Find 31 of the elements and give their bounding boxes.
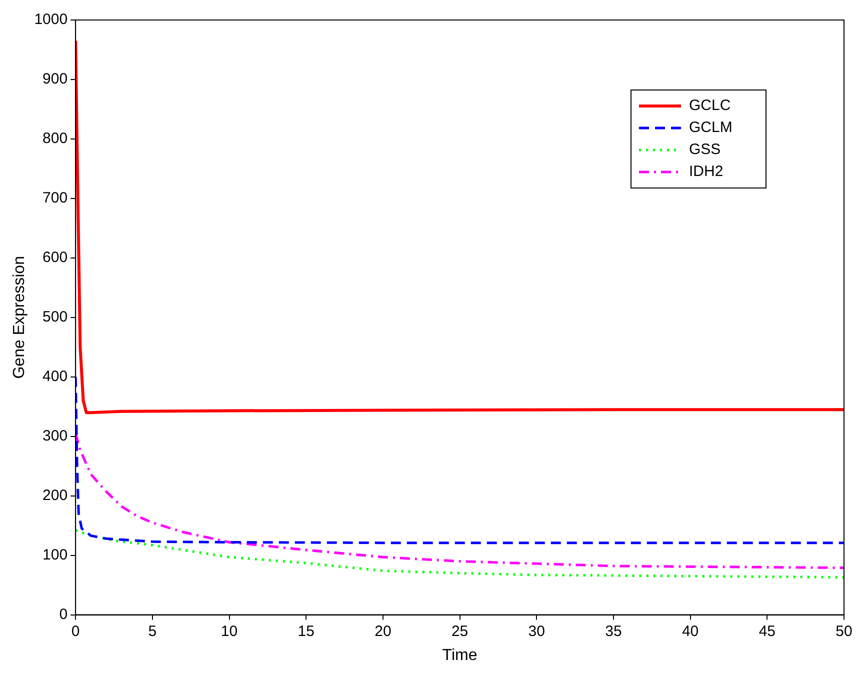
x-tick-label: 25 xyxy=(451,622,468,640)
x-tick-label: 50 xyxy=(836,622,852,640)
y-tick-label: 700 xyxy=(42,190,68,207)
y-tick-label: 500 xyxy=(42,308,68,326)
y-tick-label: 800 xyxy=(42,130,68,148)
line-series xyxy=(76,529,844,579)
x-tick-label: 30 xyxy=(528,622,545,640)
x-tick-label: 20 xyxy=(374,622,392,640)
line-series xyxy=(76,432,844,570)
y-tick-label: 100 xyxy=(42,546,68,564)
y-tick-label: 300 xyxy=(42,428,68,444)
y-tick-label: 900 xyxy=(42,70,68,88)
legend-label: IDH2 xyxy=(689,163,724,180)
y-tick-label: 0 xyxy=(59,606,68,623)
x-tick-label: 15 xyxy=(298,622,314,640)
x-tick-label: 35 xyxy=(605,622,622,640)
legend-label: GCLM xyxy=(689,119,732,136)
x-tick-label: 40 xyxy=(682,622,699,640)
y-tick-label: 600 xyxy=(42,249,68,266)
y-tick-label: 400 xyxy=(42,368,68,386)
y-axis-title: Gene Expression xyxy=(11,256,28,379)
x-tick-label: 0 xyxy=(71,622,80,640)
x-axis-title: Time xyxy=(442,646,478,664)
x-tick-label: 45 xyxy=(758,622,776,640)
y-tick-label: 200 xyxy=(42,486,68,504)
line-series xyxy=(76,376,844,544)
x-tick-label: 5 xyxy=(148,622,157,640)
legend-label: GCLC xyxy=(689,97,731,114)
legend-label: GSS xyxy=(689,141,721,158)
x-tick-label: 10 xyxy=(220,622,238,640)
y-tick-label: 1000 xyxy=(34,11,68,28)
